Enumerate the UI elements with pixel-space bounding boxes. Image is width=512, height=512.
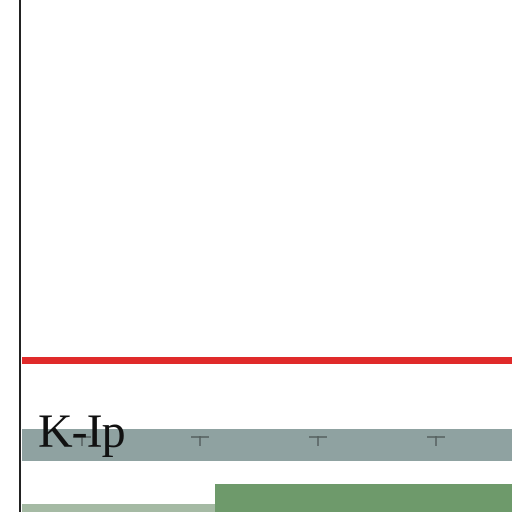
tick-marker <box>427 436 445 446</box>
tick-marker <box>309 436 327 446</box>
green-bar-right <box>215 484 512 512</box>
k-ip-band <box>22 429 512 461</box>
k-ip-ticks <box>73 436 445 446</box>
tick-marker <box>191 436 209 446</box>
green-bar-left <box>22 504 217 512</box>
red-line <box>22 357 512 364</box>
tick-marker <box>73 436 91 446</box>
k-ip-label: K-Ip <box>38 405 126 458</box>
